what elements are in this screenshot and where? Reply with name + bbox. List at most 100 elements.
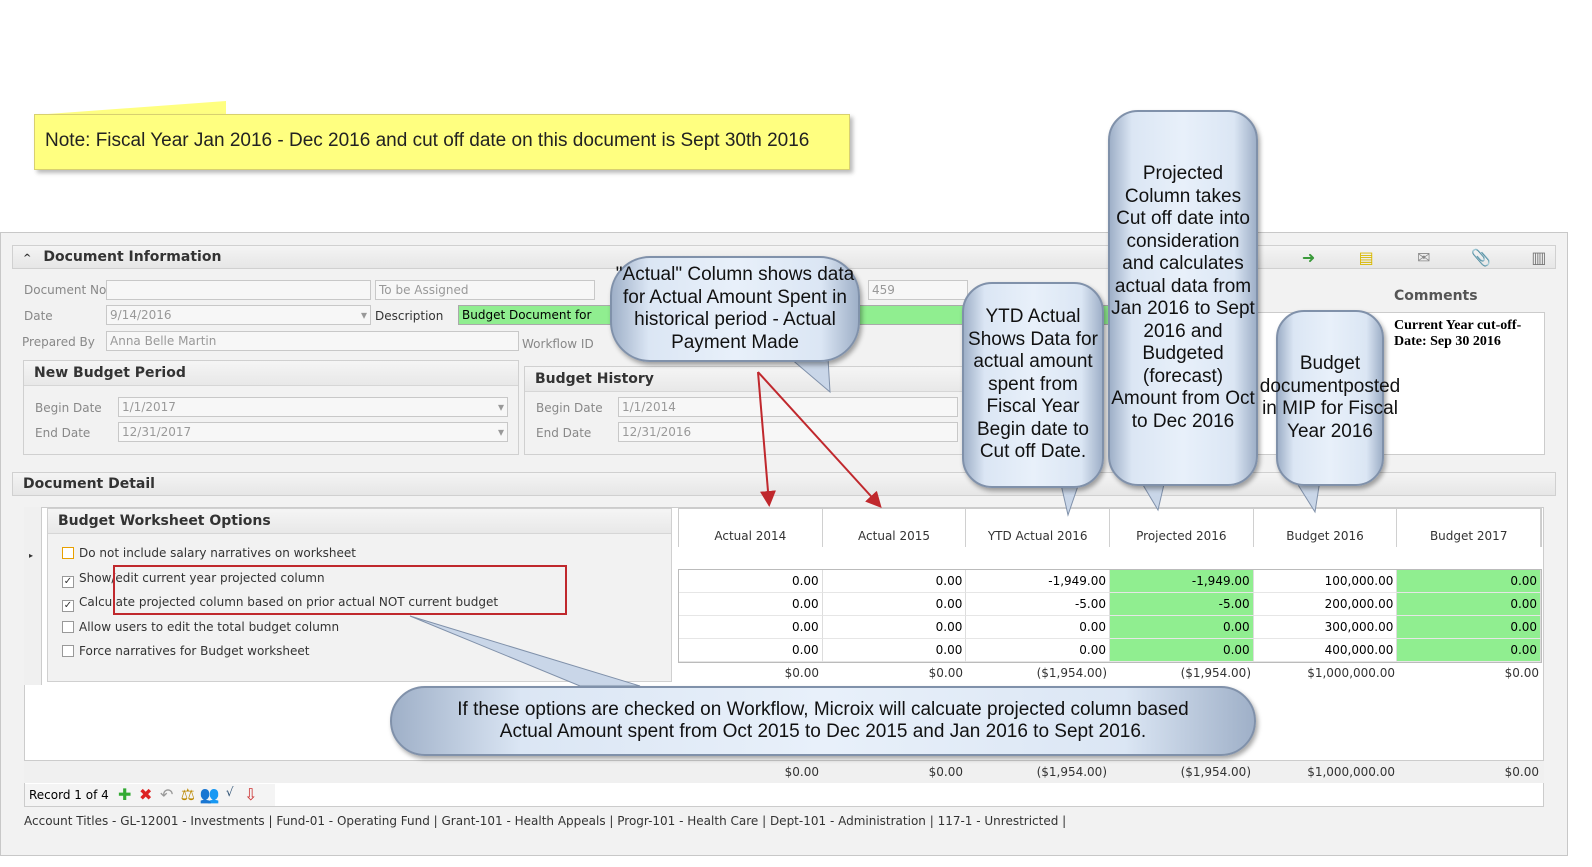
- record-navigator: Record 1 of 4 ✚ ✖ ↶ ⚖ 👥 √ ⇩: [25, 784, 275, 806]
- print-icon[interactable]: ▥: [1531, 248, 1547, 267]
- grid-cell[interactable]: 0.00: [966, 616, 1111, 639]
- option-checkbox[interactable]: Do not include salary narratives on work…: [62, 546, 498, 571]
- grid-cell[interactable]: 0.00: [1397, 570, 1542, 593]
- collapse-icon[interactable]: ^: [23, 253, 32, 264]
- grid-cell[interactable]: -1,949.00: [966, 570, 1111, 593]
- chevron-down-icon[interactable]: ▾: [360, 308, 367, 322]
- footer-totals: $0.00 $0.00 ($1,954.00) ($1,954.00) $1,000,0…: [678, 765, 1542, 779]
- group-title: New Budget Period: [24, 361, 518, 386]
- grid-cell[interactable]: 0.00: [1397, 593, 1542, 616]
- grid-cell[interactable]: 0.00: [822, 639, 967, 662]
- grid-cell[interactable]: 0.00: [966, 639, 1111, 662]
- arrow-actual-2014: [757, 371, 776, 507]
- grid-cell[interactable]: 0.00: [1110, 639, 1254, 662]
- grid-body: 0.00 0.00 -1,949.00 -1,949.00 100,000.00 0.00…: [678, 569, 1542, 663]
- fiscal-year-note: Note: Fiscal Year Jan 2016 - Dec 2016 an…: [34, 114, 850, 170]
- grid-cell[interactable]: 0.00: [1397, 639, 1542, 662]
- begin-date-label: Begin Date: [536, 401, 603, 415]
- grid-cell[interactable]: 300,000.00: [1253, 616, 1398, 639]
- attachment-icon[interactable]: 📎: [1471, 248, 1492, 267]
- add-icon[interactable]: ✚: [118, 785, 132, 804]
- option-checkbox[interactable]: ✓ Show/edit current year projected column: [62, 571, 498, 596]
- prepared-by-label: Prepared By: [22, 335, 95, 349]
- footer-total-cell: ($1,954.00): [1180, 765, 1251, 779]
- date-input[interactable]: 9/14/2016 ▾: [106, 305, 371, 325]
- option-label: Do not include salary narratives on work…: [79, 546, 356, 560]
- option-label: Show/edit current year projected column: [79, 570, 325, 585]
- total-cell: $1,000,000.00: [1307, 666, 1395, 680]
- doc-no-input[interactable]: [106, 280, 371, 300]
- grid-cell[interactable]: -5.00: [966, 593, 1111, 616]
- users-icon[interactable]: 👥: [199, 785, 220, 804]
- footer-totals-bar: [24, 760, 1544, 783]
- grid-cell[interactable]: 100,000.00: [1253, 570, 1398, 593]
- grid-cell[interactable]: 0.00: [1397, 616, 1542, 639]
- total-cell: ($1,954.00): [1180, 666, 1251, 680]
- checkbox[interactable]: [62, 620, 74, 633]
- table-row[interactable]: 0.00 0.00 -5.00 -5.00 200,000.00 0.00: [679, 593, 1542, 616]
- checkbox[interactable]: [62, 547, 74, 559]
- option-label: Calculate projected column based on prio…: [79, 595, 499, 609]
- notes-icon[interactable]: ▤: [1358, 248, 1374, 267]
- column-header[interactable]: Budget 2016: [1253, 509, 1398, 547]
- end-date-value: 12/31/2017: [122, 425, 192, 439]
- callout-ytd: YTD Actual Shows Data for actual amount …: [962, 282, 1104, 488]
- option-checkbox[interactable]: Force narratives for Budget worksheet: [62, 644, 498, 669]
- checkbox[interactable]: ✓: [62, 600, 74, 612]
- section-title: Document Information: [43, 249, 222, 265]
- grid-cell[interactable]: 0.00: [679, 593, 823, 616]
- history-end-date-input[interactable]: 12/31/2016: [618, 422, 958, 442]
- export-icon[interactable]: ⇩: [244, 785, 258, 804]
- callout-budget: Budget documentposted in MIP for Fiscal …: [1260, 310, 1400, 486]
- grid-cell[interactable]: 0.00: [1110, 616, 1254, 639]
- footer-total-cell: $0.00: [1504, 765, 1539, 779]
- prepared-by-input[interactable]: Anna Belle Martin: [106, 331, 519, 351]
- highlight-box: [113, 565, 567, 615]
- total-cell: $0.00: [784, 666, 819, 680]
- balance-icon[interactable]: ⚖: [180, 785, 195, 804]
- grid-cell[interactable]: 0.00: [679, 639, 823, 662]
- end-date-label: End Date: [35, 426, 91, 440]
- column-header[interactable]: YTD Actual 2016: [966, 509, 1111, 547]
- options-list: Do not include salary narratives on work…: [62, 546, 498, 669]
- mail-icon[interactable]: ✉: [1417, 248, 1431, 267]
- history-begin-date-input[interactable]: 1/1/2014: [618, 397, 958, 417]
- table-row[interactable]: 0.00 0.00 0.00 0.00 400,000.00 0.00: [679, 639, 1542, 662]
- column-header[interactable]: Actual 2015: [822, 509, 967, 547]
- grid-cell[interactable]: 0.00: [679, 570, 823, 593]
- grid-cell[interactable]: 0.00: [822, 570, 967, 593]
- table-row[interactable]: 0.00 0.00 0.00 0.00 300,000.00 0.00: [679, 616, 1542, 639]
- new-end-date-input[interactable]: 12/31/2017 ▾: [118, 422, 508, 442]
- new-begin-date-input[interactable]: 1/1/2017 ▾: [118, 397, 508, 417]
- column-header[interactable]: Actual 2014: [679, 509, 823, 547]
- option-checkbox[interactable]: Allow users to edit the total budget col…: [62, 620, 498, 645]
- chevron-down-icon[interactable]: ▾: [497, 400, 504, 414]
- delete-icon[interactable]: ✖: [139, 785, 153, 804]
- grid-cell[interactable]: -5.00: [1110, 593, 1254, 616]
- column-header[interactable]: Budget 2017: [1397, 509, 1542, 547]
- option-label: Force narratives for Budget worksheet: [79, 644, 310, 658]
- column-header[interactable]: Projected 2016: [1110, 509, 1254, 547]
- undo-icon[interactable]: ↶: [160, 785, 174, 804]
- group-title: Budget History: [525, 367, 963, 392]
- workflow-id-input[interactable]: 459: [868, 280, 968, 300]
- comments-text[interactable]: Current Year cut-off-Date: Sep 30 2016: [1394, 318, 1522, 349]
- callout-projected: Projected Column takes Cut off date into…: [1108, 110, 1258, 486]
- option-label: Allow users to edit the total budget col…: [79, 619, 340, 634]
- callout-actual: "Actual" Column shows data for Actual Am…: [610, 256, 860, 362]
- grid-cell[interactable]: 0.00: [679, 616, 823, 639]
- option-checkbox[interactable]: ✓ Calculate projected column based on pri…: [62, 595, 498, 620]
- grid-cell[interactable]: -1,949.00: [1110, 570, 1254, 593]
- import-icon[interactable]: ➜: [1301, 248, 1316, 267]
- grid-cell[interactable]: 400,000.00: [1253, 639, 1398, 662]
- grid-cell[interactable]: 0.00: [822, 593, 967, 616]
- grid-cell[interactable]: 0.00: [822, 616, 967, 639]
- checkbox[interactable]: [62, 645, 74, 657]
- comments-title: Comments: [1394, 288, 1478, 304]
- footer-total-cell: ($1,954.00): [1036, 765, 1107, 779]
- chevron-down-icon[interactable]: ▾: [497, 425, 504, 439]
- grid-cell[interactable]: 200,000.00: [1253, 593, 1398, 616]
- formula-icon[interactable]: √: [225, 785, 234, 799]
- table-row[interactable]: 0.00 0.00 -1,949.00 -1,949.00 100,000.00 0.00: [679, 570, 1542, 593]
- checkbox[interactable]: ✓: [62, 575, 74, 588]
